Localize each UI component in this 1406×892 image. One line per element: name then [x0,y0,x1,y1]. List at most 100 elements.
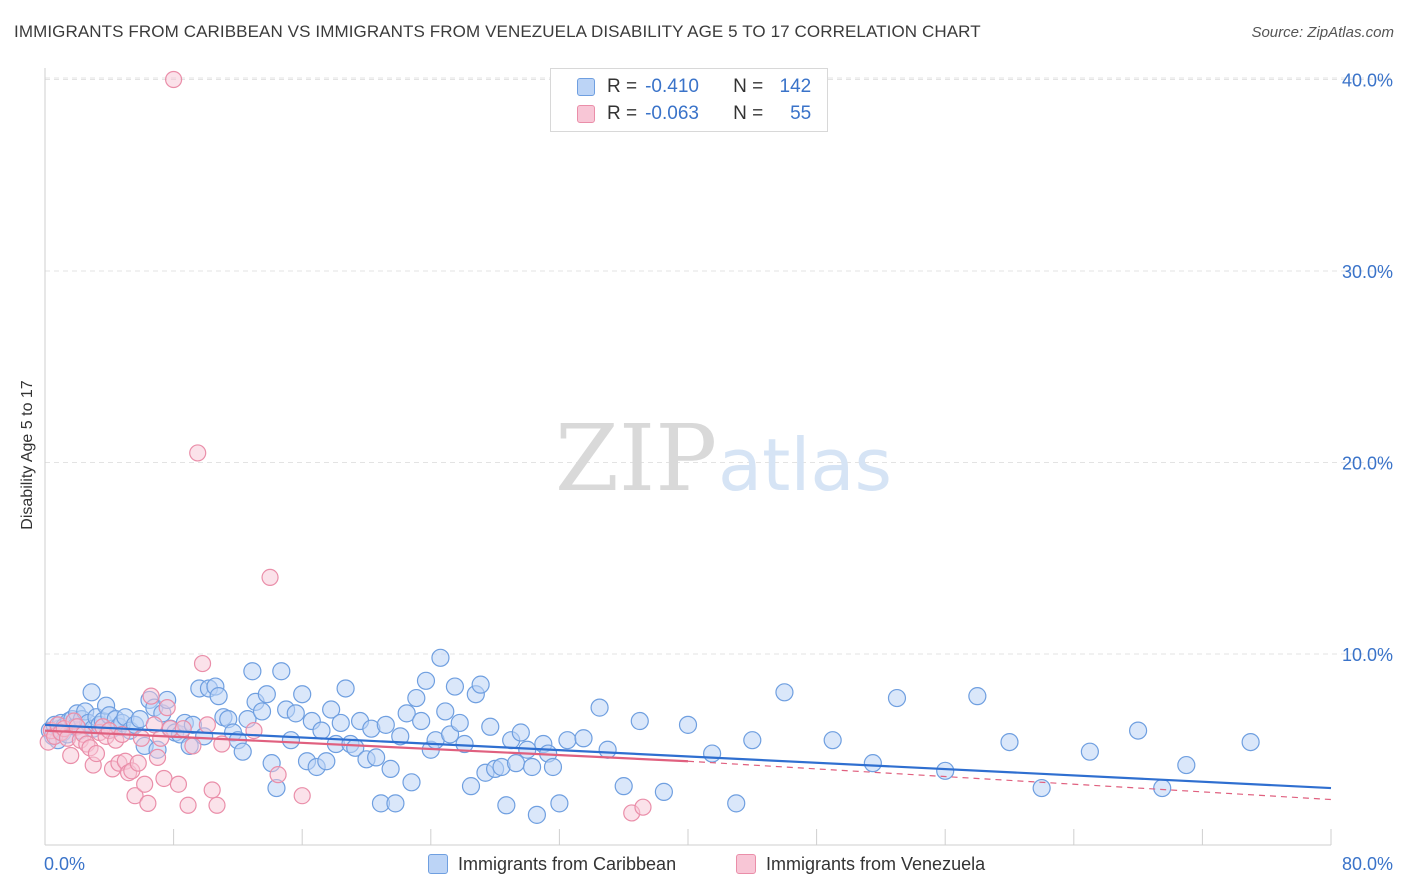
caribbean-point [558,731,577,750]
caribbean-point [412,711,431,731]
venezuela-legend-swatch [736,854,756,874]
caribbean-point [497,796,516,815]
caribbean-point [312,721,331,740]
caribbean-point [243,662,262,681]
venezuela-point [132,729,151,747]
y-tick-label: 40.0% [1342,71,1393,91]
caribbean-point [654,782,673,801]
bottom-legend-caribbean[interactable]: Immigrants from Caribbean [428,852,676,876]
venezuela-n-value: 55 [790,103,812,124]
watermark-zip: ZIP [555,405,717,512]
caribbean-point [543,757,563,777]
caribbean-point [436,702,455,721]
caribbean-point [527,805,546,824]
caribbean-point [863,754,882,773]
caribbean-point [968,687,987,706]
venezuela-point [179,796,197,814]
caribbean-n-value: 142 [779,76,812,97]
caribbean-point [1080,742,1099,761]
caribbean-swatch [577,78,595,96]
caribbean-point [614,777,633,796]
caribbean-point [407,688,426,708]
venezuela-point [129,754,147,772]
caribbean-point [331,713,350,733]
caribbean-point [936,761,955,780]
venezuela-point [148,748,167,767]
venezuela-point [269,766,287,784]
caribbean-point [381,759,400,779]
caribbean-point [82,683,101,702]
venezuela-point [634,798,652,816]
caribbean-point [233,742,252,761]
venezuela-n-label: N = [733,103,764,124]
caribbean-point [386,794,405,813]
caribbean-point [1177,755,1196,775]
caribbean-point [727,794,746,813]
caribbean-point [1032,778,1051,798]
venezuela-point [87,744,106,763]
caribbean-point [376,715,395,734]
watermark: ZIP atlas [555,405,892,512]
caribbean-point [598,740,617,759]
trend-lines [44,723,1332,801]
correlation-legend: R = -0.410 N = 142 R = -0.063 N = 55 [550,68,828,132]
bottom-legend-venezuela[interactable]: Immigrants from Venezuela [736,852,985,876]
venezuela-point [126,787,144,805]
caribbean-point [481,717,500,736]
venezuela-trend-extension [687,760,1332,801]
venezuela-point [203,781,221,799]
caribbean-point [1128,721,1148,740]
caribbean-point [317,752,336,771]
tick-labels: 10.0% 20.0% 30.0% 40.0% 0.0% 80.0% [44,71,1393,875]
caribbean-r-value: -0.410 [645,76,699,97]
caribbean-point [367,748,386,767]
caribbean-point [703,744,722,763]
caribbean-point [281,731,301,750]
venezuela-point [193,654,212,673]
caribbean-point [209,687,228,706]
caribbean-point [257,685,276,704]
gridlines [45,77,1392,655]
venezuela-point [293,787,311,805]
caribbean-point [402,773,421,792]
chart-title: IMMIGRANTS FROM CARIBBEAN VS IMMIGRANTS … [14,22,981,41]
source-label: Source: ZipAtlas.com [1251,24,1394,41]
caribbean-point [823,731,842,750]
caribbean-point [450,713,469,733]
y-tick-label: 30.0% [1342,262,1393,282]
caribbean-point [1000,732,1019,752]
caribbean-point [461,777,481,796]
caribbean-point [506,754,526,773]
caribbean-legend-swatch [428,854,448,874]
caribbean-point [522,757,542,777]
caribbean-point [471,675,490,694]
venezuela-point [261,568,279,587]
legend-row-caribbean: R = -0.410 N = 142 [551,74,811,100]
caribbean-point [445,677,465,696]
venezuela-point [155,769,173,788]
caribbean-point [511,723,530,742]
venezuela-point [169,775,188,793]
caribbean-legend-label: Immigrants from Caribbean [458,853,677,874]
caribbean-point [743,731,762,750]
caribbean-point [416,671,436,690]
caribbean-point [887,688,907,708]
caribbean-point [272,662,291,681]
venezuela-point [189,444,207,462]
venezuela-point [208,796,226,814]
watermark-atlas: atlas [718,423,892,507]
caribbean-point [678,715,698,734]
venezuela-point [198,716,216,734]
caribbean-point [1153,778,1172,798]
caribbean-point [630,711,649,731]
venezuela-point [165,70,183,89]
caribbean-point [336,679,355,698]
venezuela-r-value: -0.063 [645,103,699,124]
venezuela-point [174,720,192,738]
venezuela-point [62,746,80,765]
venezuela-r-label: R = [607,103,638,124]
y-tick-label: 10.0% [1342,645,1393,665]
caribbean-trend-line [44,723,1332,790]
caribbean-point [286,704,305,723]
